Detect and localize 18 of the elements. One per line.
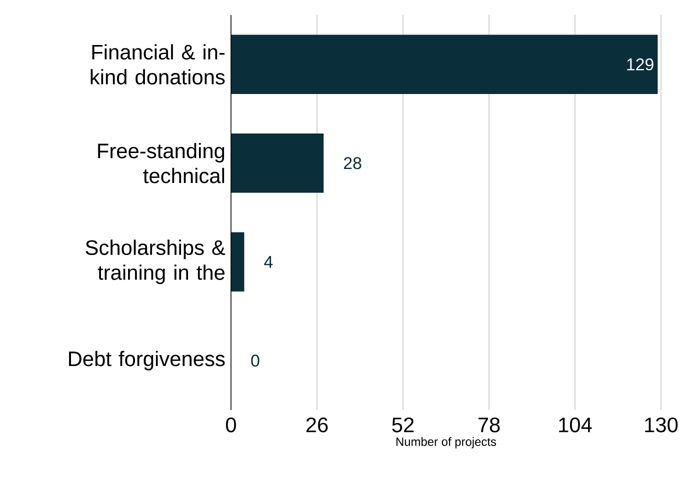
y-tick-label: Debt forgiveness	[69, 350, 225, 370]
data-label: 28	[344, 157, 362, 170]
bar	[231, 134, 324, 193]
y-tick-label: Scholarships & training in the	[86, 240, 226, 284]
bar	[231, 232, 244, 292]
x-axis-title: Number of projects	[396, 437, 496, 448]
y-tick-label: Financial & in-kind donations	[90, 44, 225, 85]
y-tick-label: Free-standing technical	[98, 142, 224, 184]
data-label: 4	[264, 256, 273, 268]
data-label: 129	[627, 58, 654, 70]
x-tick-label: 52	[392, 418, 414, 432]
x-tick-label: 104	[559, 418, 592, 432]
data-label: 0	[251, 354, 260, 367]
x-tick-label: 26	[306, 418, 328, 432]
x-tick-label: 0	[226, 418, 236, 432]
bar	[231, 34, 658, 94]
x-tick-label: 130	[645, 418, 678, 432]
x-tick-label: 78	[478, 418, 500, 432]
